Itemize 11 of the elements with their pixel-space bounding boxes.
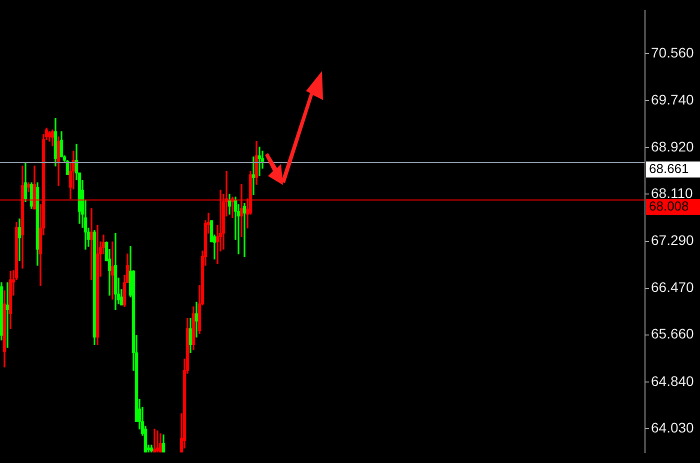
y-tick-label: 69.740 [651, 91, 694, 108]
y-tick-label: 67.290 [651, 232, 694, 248]
y-tick-label: 65.660 [651, 326, 694, 342]
y-tick-label: 70.560 [651, 44, 694, 60]
ref-line-label: 68.661 [649, 161, 689, 176]
y-tick-label: 68.110 [651, 185, 693, 202]
y-tick-label: 64.030 [651, 419, 694, 436]
y-tick-label: 68.920 [651, 138, 694, 155]
y-tick-label: 66.470 [651, 279, 694, 296]
ref-line-label: 68.008 [649, 198, 689, 214]
y-tick-label: 64.840 [651, 372, 694, 389]
